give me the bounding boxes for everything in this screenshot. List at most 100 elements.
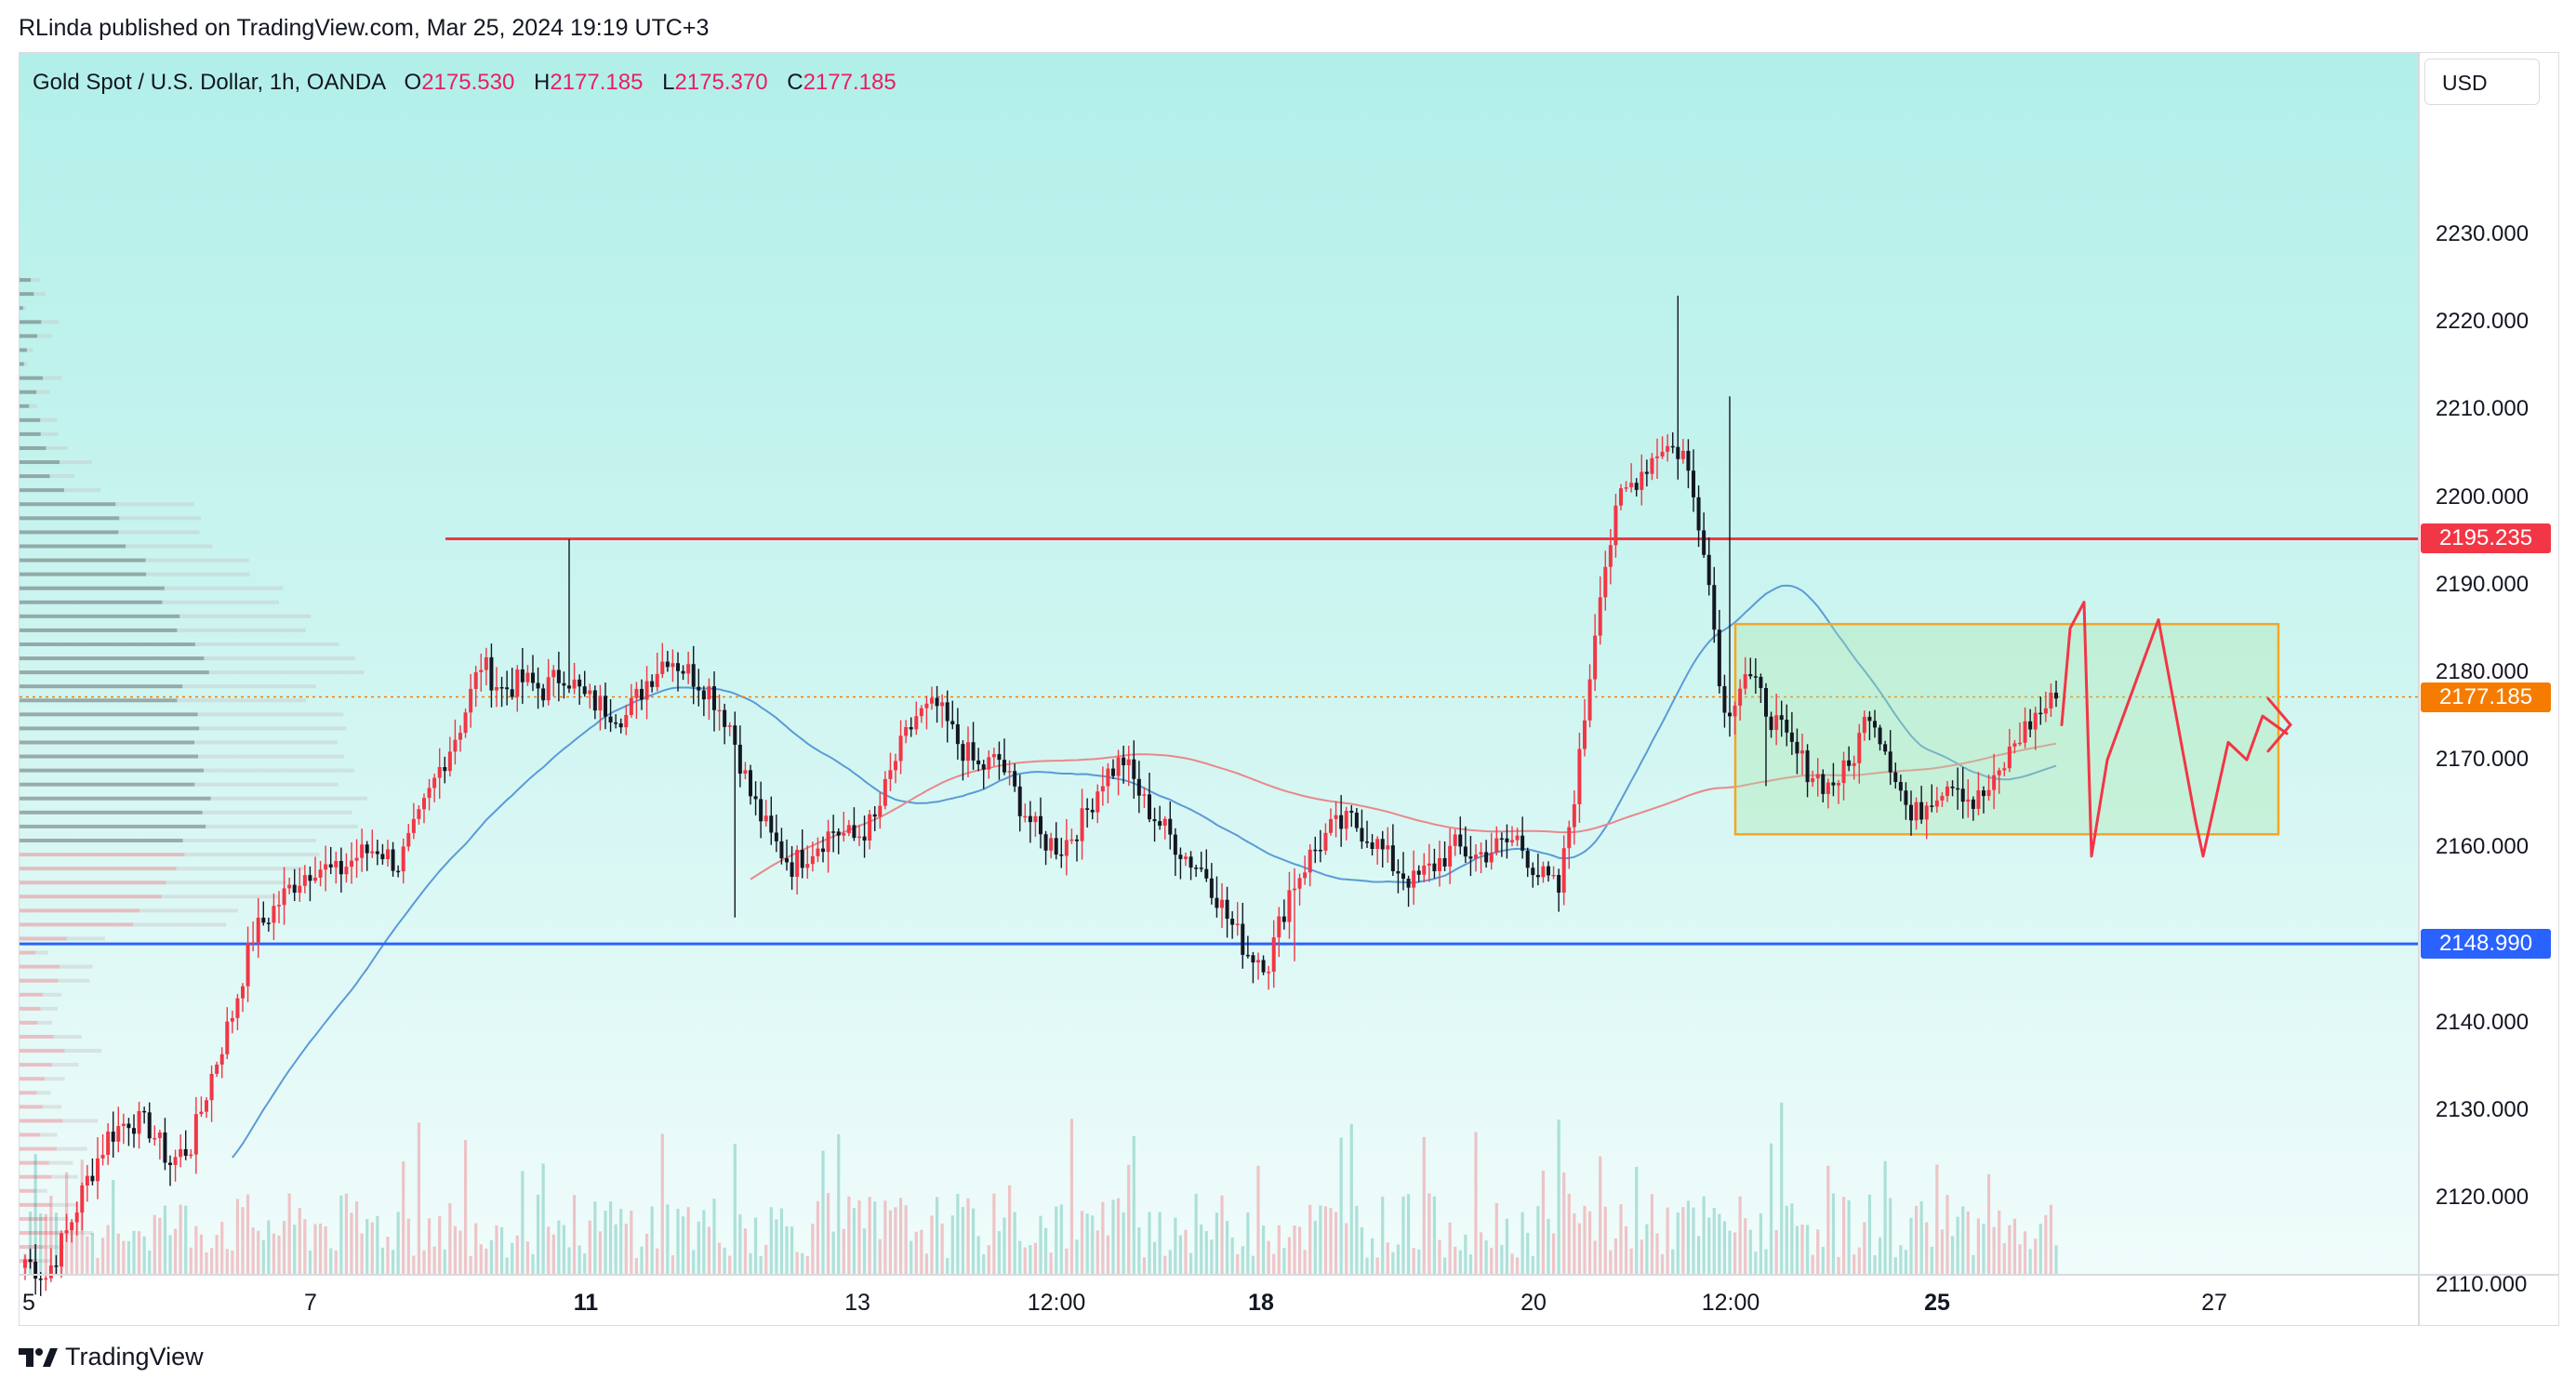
volume-bar [220, 1222, 224, 1275]
volume-bar [1536, 1206, 1540, 1275]
candle-body [1215, 897, 1219, 908]
volume-bar [1029, 1245, 1032, 1275]
volume-bar [930, 1215, 934, 1275]
candle-body [520, 669, 524, 682]
candle-body [578, 679, 582, 687]
candle-body [1706, 554, 1711, 586]
volume-bar [1769, 1143, 1773, 1275]
candle-body [132, 1128, 136, 1134]
candle-body [930, 697, 934, 704]
volume-bar [339, 1195, 343, 1275]
candle-body [671, 663, 675, 668]
candle-body [531, 672, 535, 683]
candle-body [1769, 716, 1773, 731]
symbol-name[interactable]: Gold Spot / U.S. Dollar, 1h, OANDA [33, 70, 385, 95]
candle-body [634, 688, 639, 698]
candle-body [225, 1021, 230, 1054]
volume-bar [86, 1236, 89, 1275]
volume-bar [1464, 1234, 1467, 1275]
currency-button[interactable]: USD [2424, 59, 2540, 105]
candle-body [1650, 457, 1654, 474]
candle-body [44, 1278, 48, 1280]
candle-body [1805, 750, 1810, 783]
volume-bar [246, 1194, 250, 1275]
volume-profile-row [53, 1034, 82, 1039]
candle-body [1453, 834, 1457, 846]
volume-profile-row [23, 362, 28, 366]
volume-bar [1438, 1239, 1441, 1275]
candle-body [2007, 746, 2012, 769]
candle-body [443, 766, 447, 772]
resistance-price-label[interactable]: 2195.235 [2421, 523, 2551, 554]
candle-body [1831, 782, 1836, 786]
candle-body [785, 858, 789, 863]
volume-bar [1375, 1257, 1379, 1275]
volume-profile-row [20, 628, 178, 632]
volume-bar [231, 1250, 234, 1275]
volume-bar [1023, 1247, 1027, 1275]
candle-body [1603, 566, 1608, 598]
volume-profile-row [20, 712, 198, 717]
volume-profile-row [20, 530, 119, 535]
volume-bar [769, 1207, 773, 1275]
candle-body [121, 1123, 126, 1127]
volume-profile-row [194, 642, 339, 646]
volume-profile-row [20, 782, 195, 787]
volume-bar [924, 1253, 929, 1275]
candle-body [1852, 762, 1856, 766]
candle-body [1583, 720, 1587, 749]
support-price-label[interactable]: 2148.990 [2421, 929, 2551, 960]
chart-frame[interactable]: Gold Spot / U.S. Dollar, 1h, OANDA O2175… [19, 52, 2559, 1326]
candle-body [1670, 445, 1675, 448]
volume-bar [1494, 1202, 1498, 1275]
forecast-arrowhead [2266, 696, 2292, 753]
current-price-label[interactable]: 2177.185 [2421, 682, 2551, 712]
symbol-legend[interactable]: Gold Spot / U.S. Dollar, 1h, OANDA O2175… [33, 70, 896, 96]
candle-body [2002, 768, 2007, 771]
candle-body [447, 751, 452, 772]
volume-bar [894, 1207, 897, 1275]
candle-body [163, 1132, 167, 1163]
chart-svg[interactable] [20, 53, 2558, 1325]
candle-body [1318, 849, 1322, 852]
volume-bar [976, 1236, 980, 1275]
candle-body [386, 849, 390, 860]
candle-body [749, 770, 752, 797]
volume-bar [499, 1226, 504, 1275]
volume-profile-row [20, 936, 67, 941]
volume-profile-row [20, 1049, 65, 1053]
volume-bar [940, 1223, 944, 1275]
candle-body [1551, 874, 1556, 877]
volume-profile-row [49, 474, 75, 479]
candle-body [1629, 483, 1634, 488]
candle-body [458, 733, 462, 740]
candle-body [1173, 834, 1177, 855]
volume-bar [821, 1150, 825, 1275]
volume-bar [1360, 1227, 1364, 1275]
open-label: O [404, 70, 422, 95]
volume-bar [598, 1231, 603, 1275]
volume-profile-row [20, 992, 43, 997]
volume-profile-row [20, 810, 203, 815]
volume-profile-row [20, 445, 46, 450]
candle-body [1759, 676, 1763, 688]
candle-body [1064, 840, 1069, 856]
candle-body [991, 754, 996, 758]
volume-bar [614, 1224, 617, 1275]
price-tick: 2230.000 [2436, 221, 2530, 246]
volume-bar [251, 1227, 255, 1275]
candle-body [1956, 788, 1960, 790]
volume-bar [1712, 1207, 1716, 1275]
candle-body [1655, 456, 1659, 458]
volume-bar [862, 1228, 867, 1275]
volume-bar [402, 1160, 405, 1275]
volume-bar [656, 1248, 659, 1275]
volume-bar [1613, 1238, 1618, 1275]
volume-bar [785, 1225, 789, 1275]
volume-bar [593, 1201, 597, 1275]
candle-body [1587, 679, 1592, 721]
volume-bar [920, 1229, 923, 1275]
tradingview-logo[interactable]: TradingView [19, 1343, 204, 1371]
candle-body [1624, 487, 1628, 489]
plot-area[interactable] [20, 53, 2419, 1275]
